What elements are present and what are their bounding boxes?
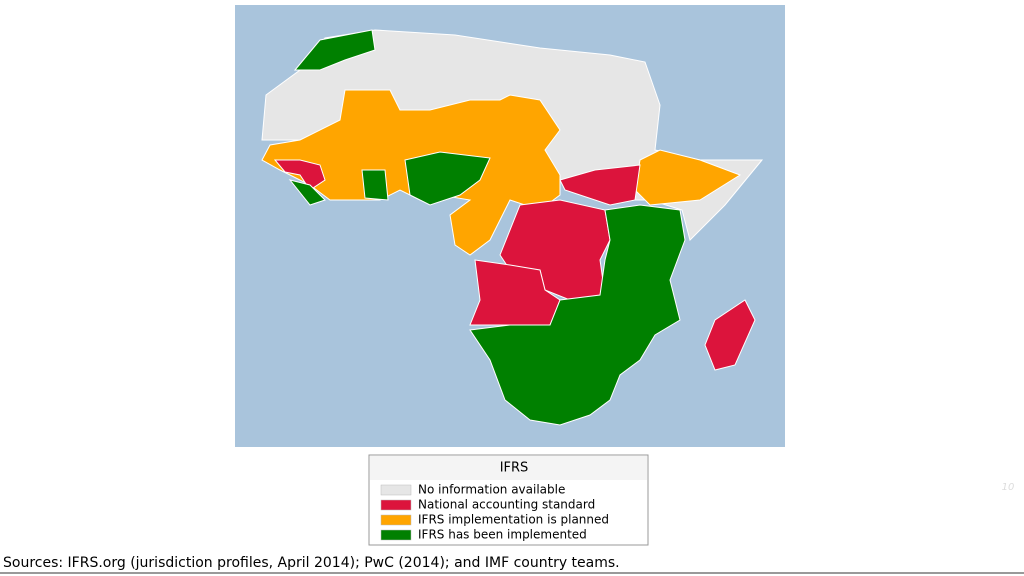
legend-label: IFRS implementation is planned: [418, 513, 609, 527]
legend-label: IFRS has been implemented: [418, 528, 587, 542]
legend-swatch: [380, 514, 412, 526]
ethiopia: [634, 149, 742, 206]
legend-swatch: [380, 484, 412, 496]
sierra-leone: [288, 179, 326, 206]
nigeria: [404, 151, 491, 206]
africa-map: [261, 29, 764, 426]
guinea: [273, 159, 326, 191]
legend-swatch: [380, 529, 412, 541]
legend-title: IFRS: [500, 461, 529, 476]
source-note: Sources: IFRS.org (jurisdiction profiles…: [3, 555, 620, 571]
east-south-africa: [469, 204, 686, 426]
madagascar: [704, 299, 756, 371]
south-sudan: [559, 164, 641, 206]
legend-label: National accounting standard: [418, 498, 595, 512]
morocco: [293, 29, 376, 71]
legend-header: [370, 456, 647, 480]
legend-swatch: [380, 499, 412, 511]
ghana: [361, 169, 389, 201]
page-number: 10: [1002, 482, 1015, 493]
legend-label: No information available: [418, 483, 565, 497]
